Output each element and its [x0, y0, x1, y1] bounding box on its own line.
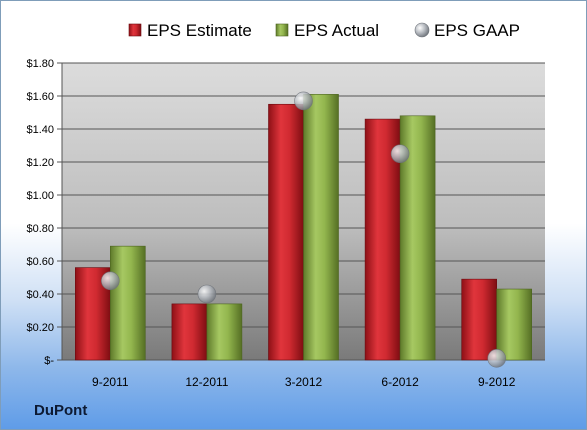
legend-label: EPS GAAP: [434, 21, 520, 40]
y-tick-label: $0.40: [26, 289, 54, 301]
bar-eps-estimate: [461, 278, 498, 361]
marker-eps-gaap: [294, 91, 313, 111]
marker-eps-gaap: [197, 284, 217, 304]
x-tick-label: 9-2012: [478, 375, 516, 389]
company-label: DuPont: [34, 402, 88, 419]
legend-swatch-eps-actual: [275, 23, 289, 37]
y-tick-label: $1.60: [26, 91, 54, 103]
bar-eps-actual: [303, 94, 339, 361]
legend-swatch-eps-estimate: [128, 23, 142, 37]
x-tick-label: 12-2011: [185, 375, 228, 389]
y-tick-label: $1.80: [26, 58, 54, 70]
legend-swatch-eps-gaap: [414, 22, 430, 38]
y-tick-label: $1.00: [26, 190, 54, 202]
x-tick-label: 9-2011: [92, 375, 129, 389]
marker-eps-gaap: [487, 349, 507, 368]
y-tick-label: $0.60: [26, 256, 54, 268]
bar-eps-estimate: [268, 103, 304, 361]
bar-eps-actual: [496, 288, 533, 361]
y-tick-label: $1.20: [26, 157, 54, 169]
bar-eps-actual: [206, 303, 243, 361]
legend-label: EPS Actual: [294, 21, 379, 40]
marker-eps-gaap: [390, 144, 410, 164]
bar-eps-actual: [110, 245, 146, 361]
x-tick-label: 3-2012: [285, 375, 323, 389]
y-tick-label: $-: [44, 355, 54, 367]
y-tick-label: $0.20: [26, 322, 54, 334]
bar-eps-estimate: [171, 303, 208, 361]
y-tick-label: $0.80: [26, 223, 54, 235]
x-tick-label: 6-2012: [381, 375, 419, 389]
marker-eps-gaap: [101, 271, 120, 291]
legend-label: EPS Estimate: [147, 21, 252, 40]
y-tick-label: $1.40: [26, 124, 54, 136]
